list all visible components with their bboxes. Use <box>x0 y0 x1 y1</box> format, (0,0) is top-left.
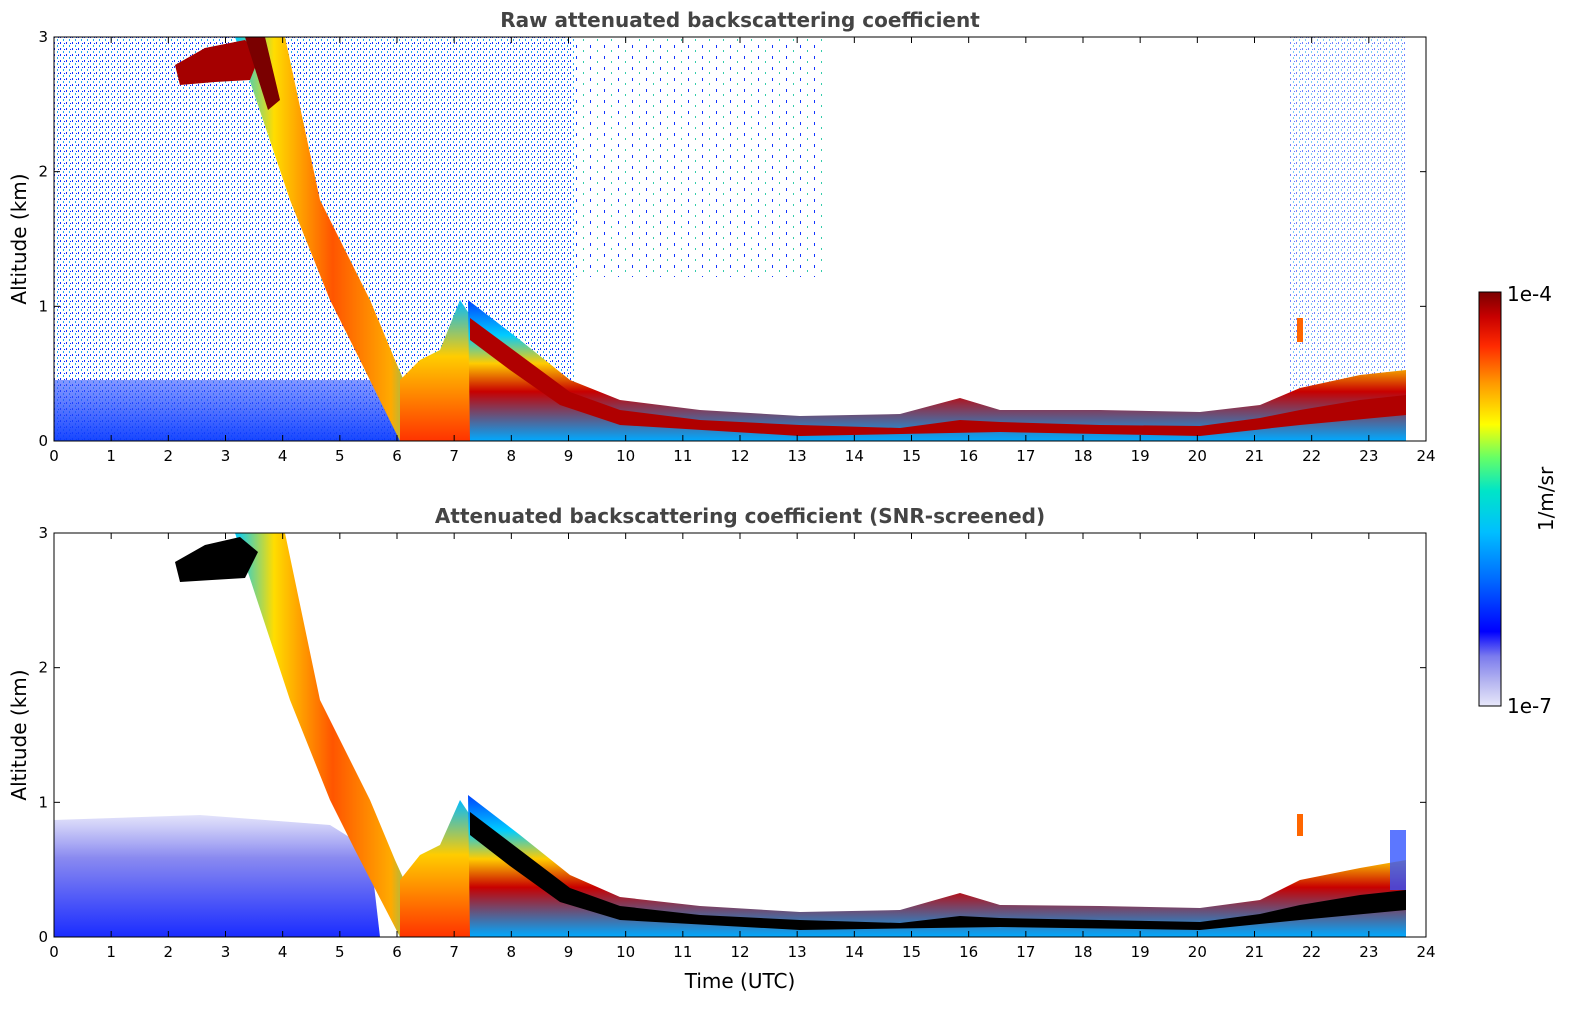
x-tick-label: 22 <box>1302 447 1321 465</box>
x-tick-label: 0 <box>49 447 59 465</box>
x-tick-label: 15 <box>902 447 921 465</box>
colorbar-gradient <box>1478 291 1502 707</box>
x-tick-label: 21 <box>1245 943 1264 961</box>
panel2-title: Attenuated backscattering coefficient (S… <box>435 504 1045 528</box>
colorbar: 1e-4 1e-7 1/m/sr <box>1478 282 1558 718</box>
panel2-yaxis: 0 1 2 3 <box>38 524 1426 946</box>
elevated-layer-screened <box>175 537 258 582</box>
x-tick-label: 20 <box>1188 943 1207 961</box>
x-tick-label: 9 <box>564 943 574 961</box>
x-tick-label: 24 <box>1416 447 1435 465</box>
x-tick-label: 4 <box>278 943 288 961</box>
x-tick-label: 12 <box>730 447 749 465</box>
x-tick-label: 11 <box>673 447 692 465</box>
descending-plume-screened <box>235 533 430 937</box>
x-tick-label: 6 <box>392 943 402 961</box>
small-cloud <box>1297 318 1303 342</box>
y-tick-label: 0 <box>38 928 48 946</box>
panel2-ylabel: Altitude (km) <box>7 669 31 800</box>
panel1-heatmap <box>54 37 1406 441</box>
x-tick-label: 14 <box>845 943 864 961</box>
x-tick-label: 11 <box>673 943 692 961</box>
boundary-layer-screened <box>468 795 1406 937</box>
y-tick-label: 0 <box>38 432 48 450</box>
y-tick-label: 2 <box>38 163 48 181</box>
y-tick-label: 1 <box>38 297 48 315</box>
x-tick-label: 5 <box>335 943 345 961</box>
x-tick-label: 2 <box>164 447 174 465</box>
x-tick-label: 7 <box>449 943 459 961</box>
x-tick-label: 21 <box>1245 447 1264 465</box>
noise-region-mid <box>574 37 824 277</box>
y-tick-label: 3 <box>38 524 48 542</box>
small-cloud-screened <box>1297 814 1303 836</box>
x-tick-label: 19 <box>1131 943 1150 961</box>
x-tick-label: 7 <box>449 447 459 465</box>
low-aerosol-layer <box>54 380 400 441</box>
x-tick-label: 18 <box>1073 943 1092 961</box>
low-aerosol-layer-screened <box>54 815 380 937</box>
descending-plume <box>235 37 430 441</box>
x-tick-label: 10 <box>616 943 635 961</box>
x-tick-label: 3 <box>221 943 231 961</box>
panel-screened: Attenuated backscattering coefficient (S… <box>7 504 1436 993</box>
panel1-xaxis: 0 1 2 3 4 5 6 7 8 9 10 11 12 13 14 15 16 17 18 19 20 21 22 23 24 <box>49 37 1436 465</box>
x-tick-label: 17 <box>1016 943 1035 961</box>
x-tick-label: 8 <box>507 943 517 961</box>
elevated-layer <box>175 40 260 85</box>
panel2-xaxis: 0 1 2 3 4 5 6 7 8 9 10 11 12 13 14 15 16 17 18 19 20 21 22 23 24 <box>49 533 1436 961</box>
boundary-layer-core-screened <box>470 812 1406 930</box>
x-tick-label: 20 <box>1188 447 1207 465</box>
x-tick-label: 15 <box>902 943 921 961</box>
x-tick-label: 13 <box>788 447 807 465</box>
x-tick-label: 12 <box>730 943 749 961</box>
x-tick-label: 1 <box>106 943 116 961</box>
y-tick-label: 3 <box>38 28 48 46</box>
x-tick-label: 24 <box>1416 943 1435 961</box>
x-tick-label: 17 <box>1016 447 1035 465</box>
x-tick-label: 6 <box>392 447 402 465</box>
boundary-layer <box>468 300 1406 441</box>
panel-raw: Raw attenuated backscattering coefficien… <box>7 8 1436 465</box>
x-tick-label: 16 <box>959 447 978 465</box>
x-tick-label: 0 <box>49 943 59 961</box>
colorbar-min-label: 1e-7 <box>1507 694 1552 718</box>
x-tick-label: 10 <box>616 447 635 465</box>
x-tick-label: 2 <box>164 943 174 961</box>
x-tick-label: 3 <box>221 447 231 465</box>
x-tick-label: 18 <box>1073 447 1092 465</box>
panel1-yaxis: 0 1 2 3 <box>38 28 1426 450</box>
x-tick-label: 16 <box>959 943 978 961</box>
plume-core <box>245 37 280 110</box>
panel2-heatmap <box>54 533 1406 937</box>
panel1-title: Raw attenuated backscattering coefficien… <box>500 8 980 32</box>
panel1-ylabel: Altitude (km) <box>7 173 31 304</box>
x-tick-label: 13 <box>788 943 807 961</box>
x-tick-label: 23 <box>1359 943 1378 961</box>
x-tick-label: 4 <box>278 447 288 465</box>
right-edge-layer <box>1390 830 1406 890</box>
y-tick-label: 2 <box>38 659 48 677</box>
x-tick-label: 1 <box>106 447 116 465</box>
x-tick-label: 19 <box>1131 447 1150 465</box>
x-tick-label: 5 <box>335 447 345 465</box>
x-tick-label: 23 <box>1359 447 1378 465</box>
colorbar-max-label: 1e-4 <box>1507 282 1552 306</box>
x-tick-label: 8 <box>507 447 517 465</box>
x-tick-label: 9 <box>564 447 574 465</box>
x-tick-label: 22 <box>1302 943 1321 961</box>
y-tick-label: 1 <box>38 793 48 811</box>
noise-region-right <box>1290 37 1406 417</box>
colorbar-unit-label: 1/m/sr <box>1534 466 1558 531</box>
panel2-xlabel: Time (UTC) <box>684 969 796 993</box>
x-tick-label: 14 <box>845 447 864 465</box>
